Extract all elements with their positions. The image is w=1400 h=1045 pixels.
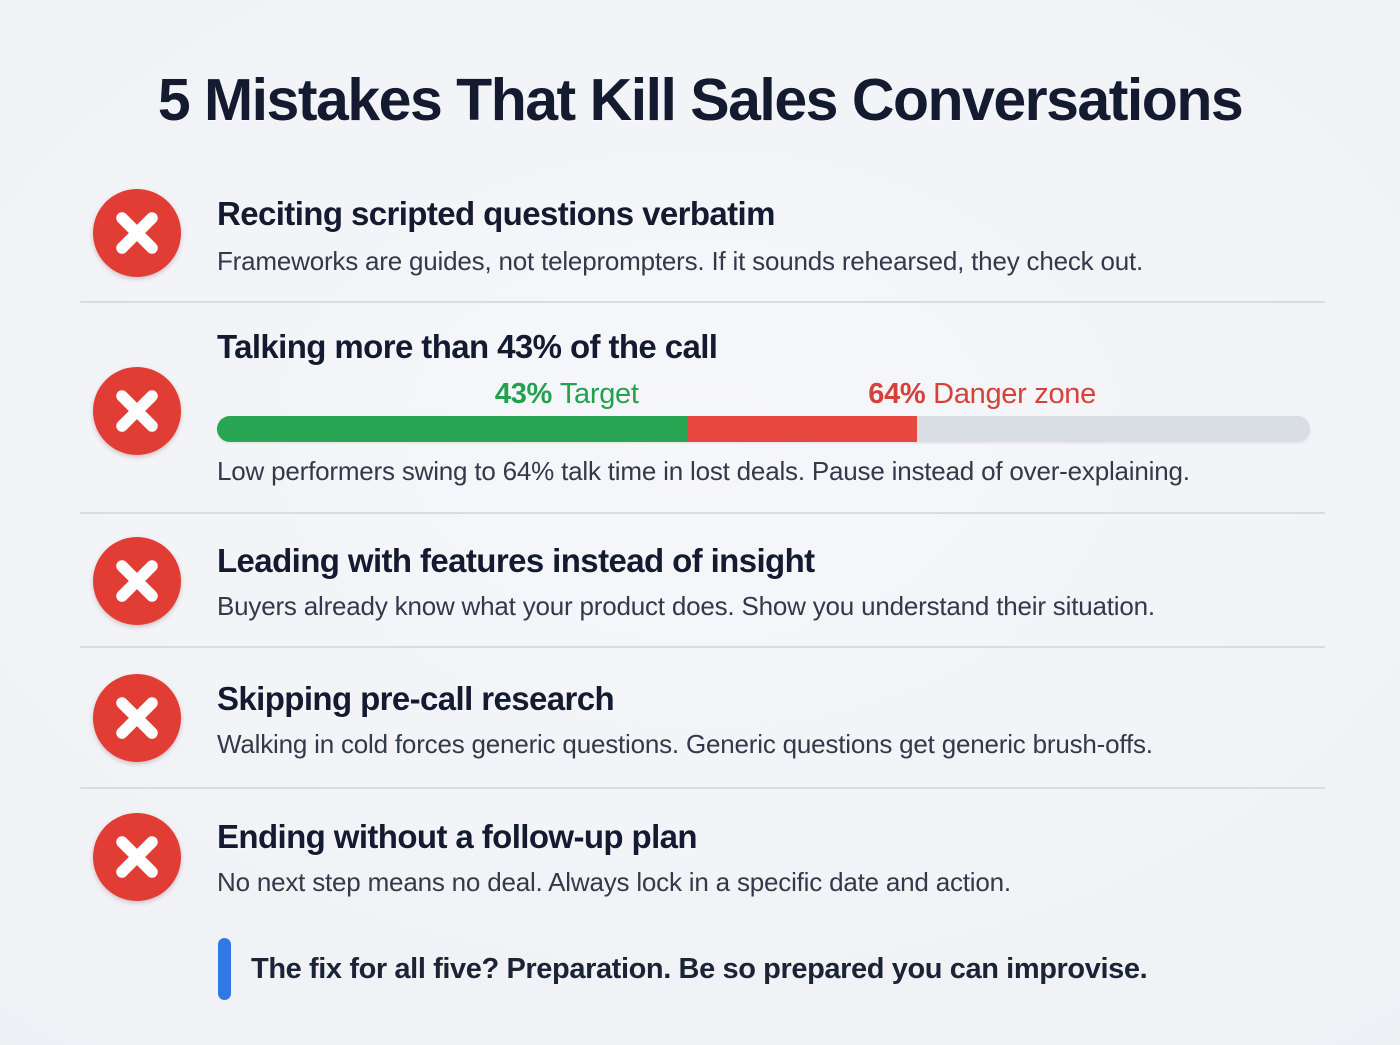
callout-text: The fix for all five? Preparation. Be so… (251, 952, 1148, 985)
mistake-description: No next step means no deal. Always lock … (217, 867, 1011, 897)
mistake-heading: Ending without a follow-up plan (217, 818, 698, 855)
danger-caption: Danger zone (933, 378, 1096, 410)
mistake-icon-badge (93, 189, 181, 277)
x-icon (116, 390, 158, 432)
x-icon (116, 836, 158, 878)
fix-callout: The fix for all five? Preparation. Be so… (218, 938, 1148, 1000)
mistake-heading: Skipping pre-call research (217, 680, 615, 717)
mistake-description: Low performers swing to 64% talk time in… (217, 456, 1190, 486)
divider (80, 301, 1325, 303)
target-value: 43% (494, 378, 553, 410)
mistake-icon-badge (93, 813, 181, 901)
target-caption: Target (559, 378, 639, 410)
mistake-icon-badge (93, 537, 181, 625)
talk-time-bar (217, 416, 1310, 442)
talk-time-chart-labels: 43% Target 64% Danger zone (217, 378, 1310, 414)
bar-segment-target (217, 416, 687, 442)
divider (80, 512, 1325, 514)
danger-value: 64% (868, 378, 926, 410)
mistake-icon-badge (93, 674, 181, 762)
page-title: 5 Mistakes That Kill Sales Conversations (157, 67, 1244, 133)
mistake-description: Buyers already know what your product do… (217, 591, 1155, 621)
mistake-icon-badge (93, 367, 181, 455)
bar-segment-danger (686, 416, 917, 442)
mistake-heading: Leading with features instead of insight (217, 542, 815, 579)
divider (80, 646, 1325, 648)
mistake-description: Walking in cold forces generic questions… (217, 729, 1153, 759)
callout-accent-bar (218, 938, 231, 1000)
bar-segment-remainder (916, 416, 1310, 442)
x-icon (116, 697, 158, 739)
divider (80, 787, 1325, 789)
mistake-heading: Reciting scripted questions verbatim (217, 195, 775, 232)
x-icon (116, 212, 158, 254)
mistake-description: Frameworks are guides, not teleprompters… (217, 246, 1144, 276)
x-icon (116, 560, 158, 602)
danger-label: 64% Danger zone (868, 378, 1096, 411)
mistake-heading: Talking more than 43% of the call (217, 328, 718, 365)
target-label: 43% Target (495, 378, 639, 411)
talk-time-chart: 43% Target 64% Danger zone (217, 378, 1310, 442)
